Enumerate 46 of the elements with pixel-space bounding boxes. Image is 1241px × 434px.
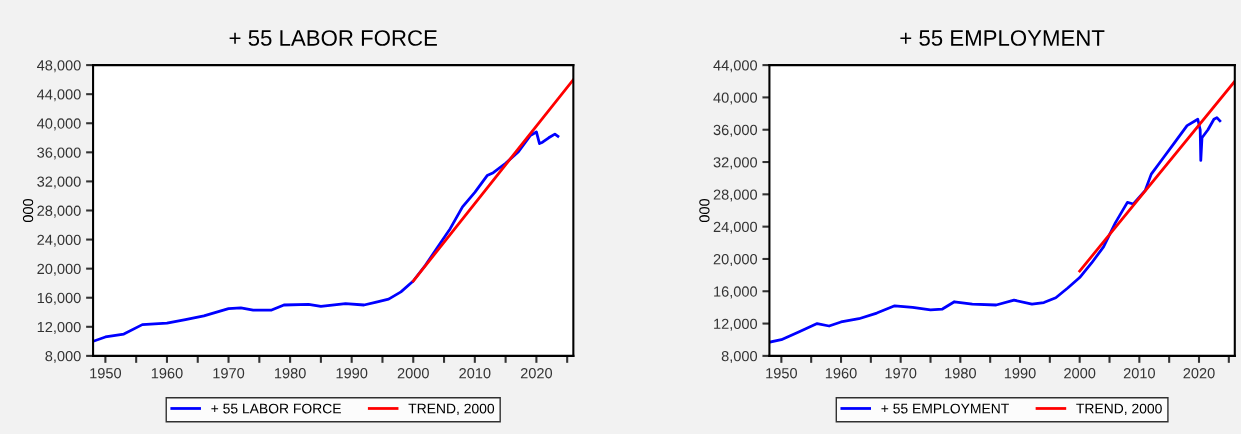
y-axis-title: 000	[22, 198, 34, 223]
y-tick-label: 12,000	[714, 318, 758, 331]
y-tick-label: 24,000	[713, 221, 758, 234]
x-tick-label: 1950	[90, 368, 122, 379]
legend-label: + 55 EMPLOYMENT	[881, 403, 1009, 414]
y-tick-label: 44,000	[37, 89, 81, 102]
legend-label: + 55 LABOR FORCE	[211, 403, 341, 414]
x-tick-label: 1990	[336, 368, 368, 379]
y-tick-label: 20,000	[713, 254, 758, 267]
x-tick-label: 2020	[520, 368, 553, 379]
x-tick-label: 2000	[1064, 368, 1096, 379]
y-tick-label: 12,000	[37, 321, 81, 334]
chart-title: + 55 LABOR FORCE	[229, 30, 437, 46]
y-tick-label: 20,000	[37, 263, 81, 276]
y-tick-label: 48,000	[37, 60, 81, 73]
x-tick-label: 1990	[1004, 368, 1036, 379]
y-axis-title: 000	[699, 198, 710, 223]
y-tick-label: 40,000	[37, 118, 81, 131]
x-tick-label: 1980	[945, 368, 976, 379]
x-tick-label: 1970	[213, 368, 245, 379]
y-tick-label: 40,000	[713, 92, 758, 105]
chart-title: + 55 EMPLOYMENT	[900, 30, 1105, 46]
y-tick-label: 24,000	[37, 234, 81, 247]
y-tick-label: 28,000	[713, 189, 758, 202]
x-tick-label: 1950	[766, 368, 798, 379]
y-tick-label: 8,000	[721, 350, 758, 364]
x-tick-label: 2020	[1183, 368, 1215, 379]
x-tick-label: 1980	[275, 368, 306, 379]
x-tick-label: 2000	[397, 368, 429, 379]
y-tick-label: 36,000	[37, 147, 81, 160]
y-tick-label: 44,000	[713, 60, 758, 73]
x-tick-label: 1960	[825, 368, 857, 379]
x-tick-label: 2010	[459, 368, 491, 379]
y-tick-label: 28,000	[37, 205, 81, 218]
y-tick-label: 16,000	[37, 292, 81, 305]
y-tick-label: 16,000	[714, 286, 758, 299]
y-tick-label: 8,000	[45, 350, 81, 364]
x-tick-label: 2010	[1123, 368, 1155, 379]
x-tick-label: 1960	[151, 368, 183, 379]
y-tick-label: 36,000	[713, 124, 758, 137]
line-series	[769, 116, 1222, 344]
legend-label: TREND, 2000	[408, 403, 495, 416]
y-tick-label: 32,000	[37, 176, 81, 189]
legend-label: TREND, 2000	[1076, 403, 1162, 416]
y-tick-label: 32,000	[713, 157, 758, 170]
x-tick-label: 1970	[885, 368, 917, 379]
